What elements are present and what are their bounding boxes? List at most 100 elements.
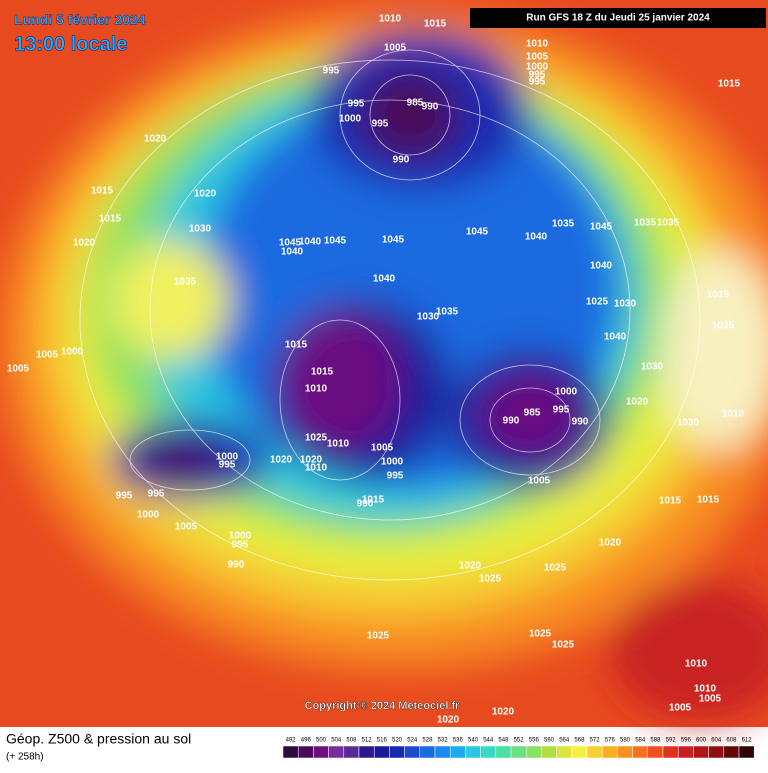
isobar-label: 1035 xyxy=(712,321,735,332)
scale-label: 572 xyxy=(590,738,601,744)
isobar-label: 985 xyxy=(524,408,541,419)
forecast-lead: (+ 258h) xyxy=(6,752,44,763)
isobar-label: 995 xyxy=(219,460,236,471)
isobar-label: 1035 xyxy=(657,218,680,229)
scale-label: 564 xyxy=(559,738,570,744)
isobar-label: 995 xyxy=(148,489,165,500)
scale-label: 580 xyxy=(620,738,631,744)
isobar-label: 1010 xyxy=(379,14,402,25)
scale-label: 492 xyxy=(286,738,297,744)
isobar-label: 1045 xyxy=(466,227,489,238)
isobar-label: 1030 xyxy=(189,224,212,235)
scale-swatch xyxy=(677,745,694,759)
scale-swatch xyxy=(556,745,573,759)
isobar-label: 1010 xyxy=(526,39,549,50)
scale-swatch xyxy=(601,745,618,759)
scale-swatch xyxy=(693,745,709,759)
isobar-label: 1025 xyxy=(367,631,390,642)
scale-swatch xyxy=(510,745,527,759)
isobar-label: 1025 xyxy=(544,563,567,574)
isobar-label: 1015 xyxy=(91,186,114,197)
isobar-label: 1015 xyxy=(362,495,385,506)
isobar-label: 1020 xyxy=(437,715,460,726)
scale-label: 560 xyxy=(544,738,555,744)
isobar-label: 1015 xyxy=(285,340,308,351)
isobar-label: 1015 xyxy=(659,496,682,507)
scale-swatch xyxy=(571,745,588,759)
isobar-label: 1005 xyxy=(669,703,692,714)
isobar-label: 1005 xyxy=(528,476,551,487)
scale-label: 508 xyxy=(346,738,357,744)
scale-label: 556 xyxy=(529,738,540,744)
scale-label: 520 xyxy=(392,738,403,744)
scale-label: 612 xyxy=(742,738,753,744)
isobar-label: 995 xyxy=(348,99,365,110)
isobar-label: 1025 xyxy=(479,574,502,585)
isobar-label: 1020 xyxy=(194,189,217,200)
isobar-label: 1015 xyxy=(718,79,741,90)
isobar-label: 1030 xyxy=(614,299,637,310)
scale-swatch xyxy=(738,745,755,759)
scale-swatch xyxy=(632,745,649,759)
isobar-label: 1005 xyxy=(7,364,30,375)
isobar-label: 1015 xyxy=(424,19,447,30)
scale-label: 524 xyxy=(407,738,418,744)
scale-swatch xyxy=(465,745,481,759)
isobar-label: 1020 xyxy=(300,455,323,466)
isobar-label: 1010 xyxy=(685,659,708,670)
scale-label: 552 xyxy=(514,738,525,744)
isobar-label: 1035 xyxy=(634,218,657,229)
color-scale: 492 496 500 504 508 512 516 520 524 528 532 536 540 5… xyxy=(282,738,755,759)
isobar-label: 990 xyxy=(422,102,439,113)
isobar-label: 1010 xyxy=(305,463,328,474)
isobar-label: 1045 xyxy=(382,235,405,246)
scale-swatch xyxy=(404,745,421,759)
scale-swatch xyxy=(480,745,497,759)
scale-label: 548 xyxy=(498,738,509,744)
copyright: Copyright © 2024 Meteociel.fr xyxy=(305,700,461,712)
isobar-label: 1040 xyxy=(604,332,627,343)
isobar-label: 1040 xyxy=(590,261,613,272)
isobar-label: 1040 xyxy=(299,237,322,248)
isobar-label: 990 xyxy=(228,560,245,571)
scale-swatch xyxy=(449,745,466,759)
isobar-label: 995 xyxy=(323,66,340,77)
isobar-label: 1030 xyxy=(677,418,700,429)
scale-swatch xyxy=(495,745,512,759)
isobar-label: 1020 xyxy=(626,397,649,408)
isobar-label: 1005 xyxy=(384,43,407,54)
isobar-label: 1020 xyxy=(492,707,515,718)
scale-swatch xyxy=(419,745,436,759)
scale-label: 504 xyxy=(331,738,342,744)
isobar-label: 1000 xyxy=(381,457,404,468)
isobar-label: 1010 xyxy=(722,409,745,420)
isobar-label: 995 xyxy=(232,540,249,551)
isobar-label: 1005 xyxy=(526,52,549,63)
isobar-label: 990 xyxy=(393,155,410,166)
isobar-label: 1025 xyxy=(552,640,575,651)
isobar-label: 1040 xyxy=(525,232,548,243)
date: Lundi 5 février 2024 xyxy=(14,12,146,28)
scale-swatch xyxy=(343,745,360,759)
run-info: Run GFS 18 Z du Jeudi 25 janvier 2024 xyxy=(526,13,710,24)
scale-label: 496 xyxy=(301,738,312,744)
isobar-label: 995 xyxy=(116,491,133,502)
isobar-label: 995 xyxy=(553,405,570,416)
isobar-label: 1000 xyxy=(216,452,239,463)
scale-swatch xyxy=(723,745,740,759)
isobar-label: 1010 xyxy=(327,439,350,450)
isobar-label: 1000 xyxy=(61,347,84,358)
scale-label: 540 xyxy=(468,738,479,744)
isobar-label: 1040 xyxy=(373,274,396,285)
isobar-label: 1020 xyxy=(73,238,96,249)
scale-label: 588 xyxy=(650,738,661,744)
isobar-label: 1000 xyxy=(229,531,252,542)
isobar-label: 995 xyxy=(387,471,404,482)
scale-swatch xyxy=(525,745,542,759)
isobar-label: 1020 xyxy=(599,538,622,549)
scale-swatch xyxy=(358,745,375,759)
scale-swatch xyxy=(297,745,314,759)
scale-swatch xyxy=(541,745,557,759)
isobar-label: 1045 xyxy=(279,238,302,249)
isobar-label: 1035 xyxy=(436,307,459,318)
